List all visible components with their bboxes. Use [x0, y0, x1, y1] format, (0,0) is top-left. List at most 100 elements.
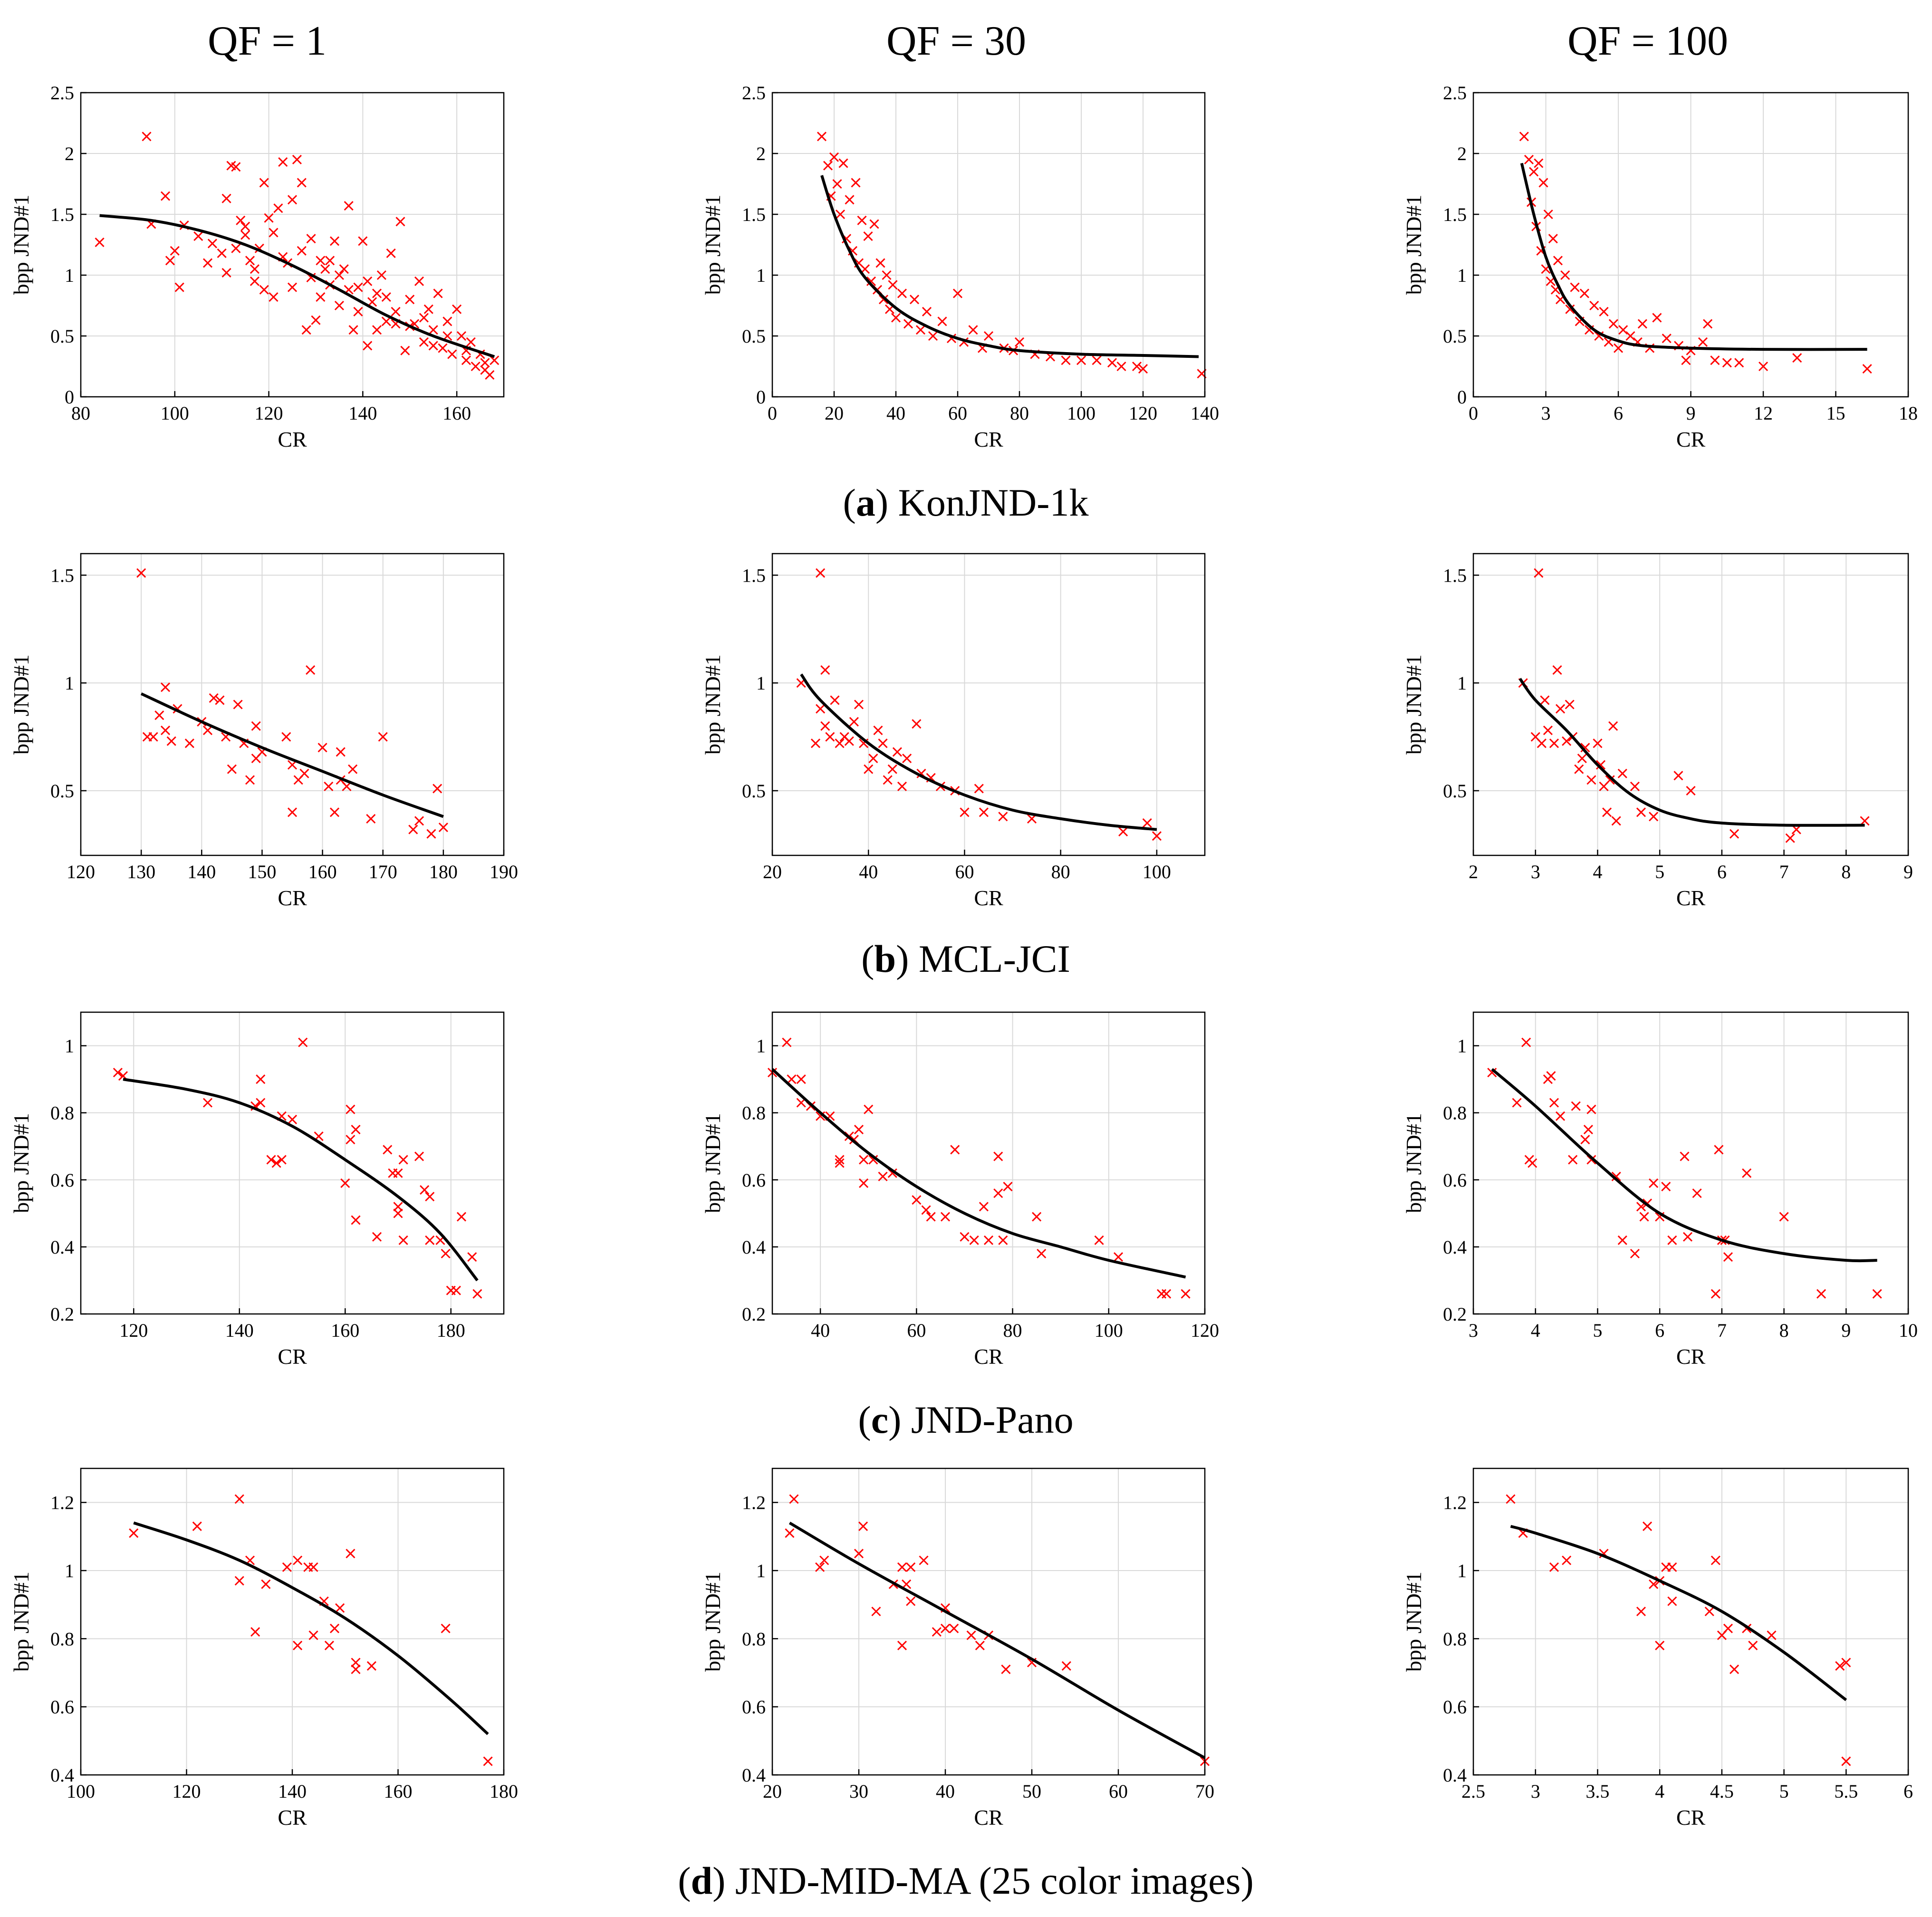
y-tick-label: 1 — [65, 1560, 74, 1582]
data-point — [1549, 738, 1559, 748]
data-point — [1758, 361, 1769, 372]
data-point — [1580, 1135, 1590, 1145]
plot-area — [1473, 1468, 1908, 1775]
x-tick-label: 100 — [1067, 403, 1096, 424]
plot-area — [1473, 1012, 1908, 1314]
x-tick-label: 6 — [1903, 1781, 1913, 1802]
data-point — [882, 270, 892, 280]
data-point — [1574, 764, 1584, 774]
x-tick-label: 6 — [1655, 1320, 1664, 1341]
x-axis-label: CR — [974, 1805, 1003, 1830]
x-tick-label: 8 — [1779, 1320, 1789, 1341]
x-tick-label: 120 — [67, 861, 95, 882]
data-point — [324, 1640, 334, 1650]
x-tick-label: 15 — [1826, 403, 1845, 424]
y-tick-label: 1.2 — [50, 1492, 74, 1514]
data-point — [1767, 1630, 1777, 1640]
data-point — [845, 195, 855, 205]
data-point — [1593, 738, 1603, 748]
subplot-d-qf1: 100 120 140 160 180 0.4 0.6 0.8 1 1.2 CR bpp JND#1 — [9, 1467, 518, 1830]
data-point — [1142, 818, 1152, 828]
caption-text: ) JND-MID-MA (25 color images) — [712, 1859, 1254, 1902]
x-axis-label: CR — [278, 886, 307, 910]
data-point — [414, 1151, 424, 1161]
data-point — [447, 349, 457, 359]
data-point — [372, 1232, 382, 1242]
data-point — [1785, 833, 1795, 843]
y-tick-label: 1 — [1457, 265, 1467, 286]
data-point — [344, 201, 354, 211]
data-point — [316, 256, 326, 266]
y-tick-label: 0.2 — [1443, 1304, 1467, 1325]
data-point — [838, 158, 848, 168]
y-axis-label: bpp JND#1 — [1402, 654, 1426, 755]
data-point — [787, 1074, 797, 1084]
data-point — [393, 1168, 403, 1178]
y-tick-label: 0.2 — [50, 1304, 74, 1325]
x-tick-label: 6 — [1614, 403, 1623, 424]
data-point — [160, 682, 171, 692]
data-point — [1583, 1124, 1593, 1135]
data-point — [325, 256, 335, 266]
data-point — [1681, 355, 1691, 365]
data-point — [998, 812, 1008, 822]
x-tick-label: 160 — [331, 1320, 359, 1341]
data-point — [1560, 270, 1570, 280]
x-tick-label: 9 — [1841, 1320, 1851, 1341]
data-point — [266, 1155, 276, 1165]
data-point — [1116, 361, 1126, 372]
x-axis-label: CR — [278, 1344, 307, 1369]
data-point — [271, 1158, 281, 1168]
data-point — [466, 337, 476, 347]
x-tick-label: 30 — [849, 1781, 868, 1802]
x-tick-label: 9 — [1686, 403, 1696, 424]
data-point — [1487, 1067, 1497, 1078]
y-tick-label: 1 — [65, 672, 74, 694]
plot-area — [772, 554, 1205, 855]
data-point — [398, 1155, 408, 1165]
plot-frame — [80, 1467, 505, 1776]
caption-open: ( — [843, 481, 856, 524]
subplot-c-qf1: 120 140 160 180 0.2 0.4 0.6 0.8 1 CR bpp JND#1 — [9, 1011, 505, 1369]
plot-frame — [771, 553, 1206, 856]
x-tick-label: 2 — [1469, 861, 1478, 882]
data-point — [912, 1195, 922, 1205]
data-point — [165, 256, 175, 266]
data-point — [366, 814, 376, 824]
y-tick-label: 0.6 — [742, 1697, 766, 1718]
fit-curve — [800, 673, 1157, 831]
data-point — [1014, 337, 1025, 347]
x-tick-label: 5 — [1779, 1781, 1789, 1802]
data-point — [993, 1188, 1003, 1198]
y-tick-label: 0.4 — [1443, 1764, 1467, 1786]
x-tick-label: 80 — [1010, 403, 1029, 424]
data-point — [256, 1074, 266, 1084]
y-tick-label: 2 — [756, 143, 766, 164]
data-point — [897, 1562, 907, 1572]
data-point — [438, 822, 448, 833]
data-point — [414, 276, 424, 286]
data-point — [269, 292, 279, 302]
x-tick-label: 40 — [859, 861, 878, 882]
data-point — [336, 747, 346, 757]
y-tick-label: 0.6 — [742, 1169, 766, 1191]
data-point — [1618, 325, 1628, 335]
data-point — [383, 1145, 393, 1155]
y-tick-label: 0.6 — [50, 1169, 74, 1191]
x-tick-label: 120 — [255, 403, 283, 424]
data-point — [878, 738, 888, 748]
data-point — [1577, 753, 1587, 763]
data-point — [366, 1661, 376, 1671]
x-tick-label: 150 — [248, 861, 276, 882]
data-point — [1540, 695, 1550, 705]
data-point — [353, 282, 363, 292]
data-point — [334, 300, 344, 311]
y-tick-label: 2.5 — [50, 82, 74, 104]
data-point — [782, 1037, 792, 1047]
data-point — [1816, 1289, 1826, 1299]
y-axis-label: bpp JND#1 — [1402, 195, 1426, 295]
x-tick-label: 18 — [1899, 403, 1918, 424]
caption-open: ( — [858, 1398, 871, 1441]
data-point — [471, 361, 481, 372]
